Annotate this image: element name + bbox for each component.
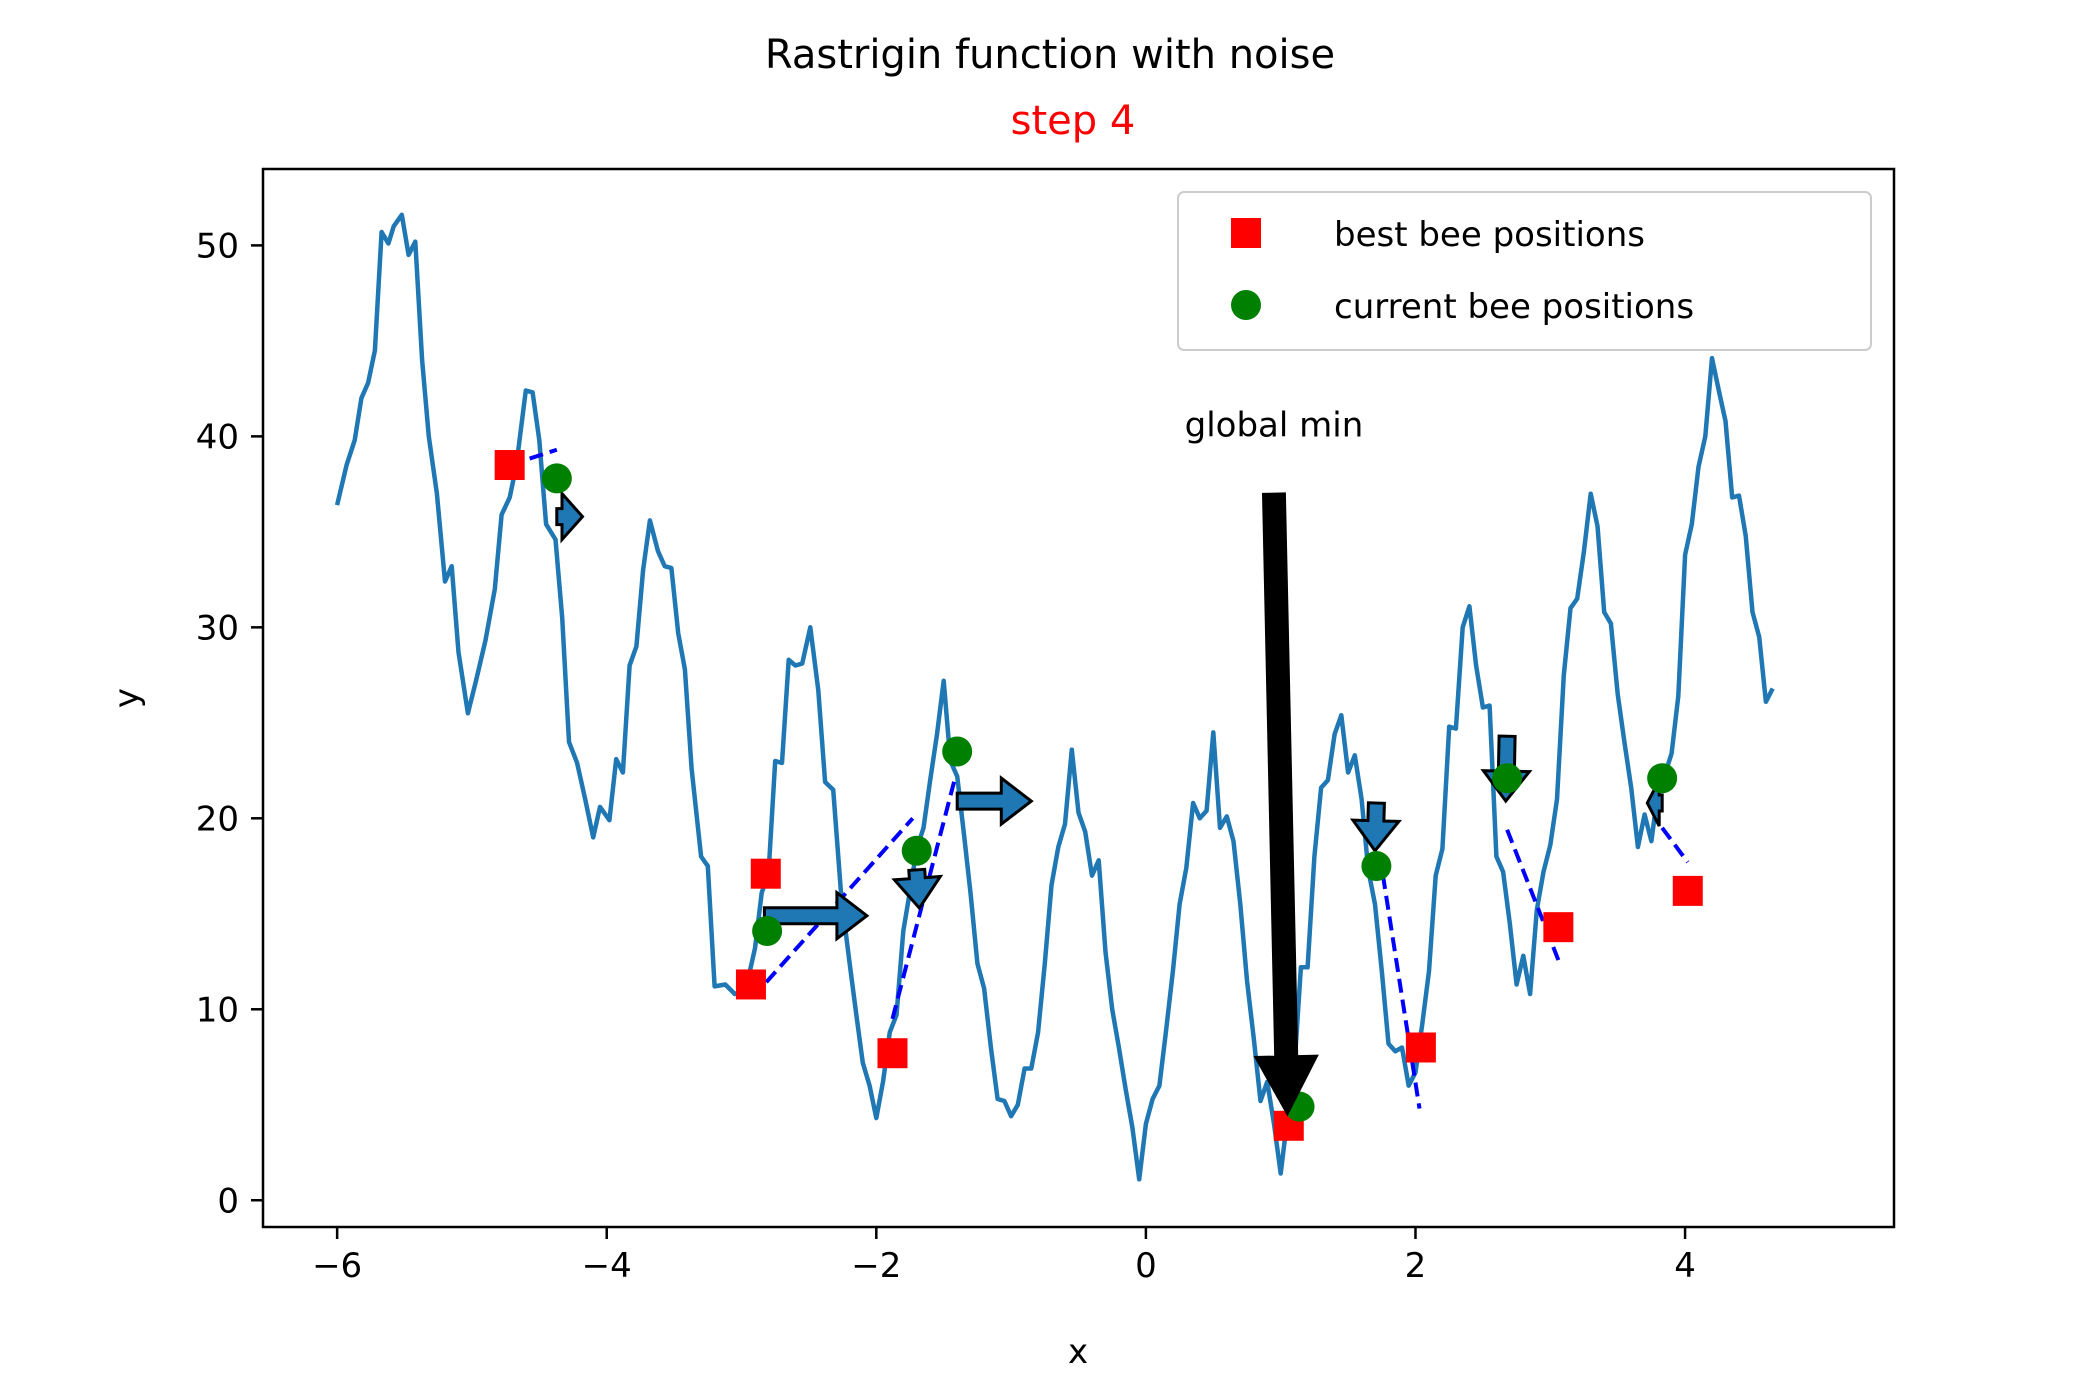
legend-frame — [1177, 191, 1872, 351]
legend-marker-current — [1231, 290, 1261, 320]
y-tick-label: 20 — [196, 799, 239, 839]
current-position-marker-4 — [942, 736, 973, 767]
y-axis: 0 10 20 30 40 50 — [196, 226, 263, 1221]
y-tick-label: 10 — [196, 990, 239, 1030]
x-tick-label: −6 — [312, 1246, 362, 1286]
current-position-marker-7 — [1492, 763, 1523, 794]
velocity-arrow-1 — [555, 489, 585, 544]
current-position-marker-8 — [1647, 763, 1678, 794]
velocity-arrow-5 — [1349, 801, 1402, 854]
x-tick-label: 2 — [1405, 1246, 1427, 1286]
y-tick-label: 30 — [196, 608, 239, 648]
best-position-marker-8 — [1672, 875, 1703, 906]
plot-area: global min — [334, 212, 1775, 1182]
best-position-marker-3 — [735, 969, 766, 1000]
x-tick-label: 4 — [1674, 1246, 1696, 1286]
current-position-marker-1 — [541, 463, 572, 494]
movement-link-4 — [1374, 833, 1422, 1109]
legend-label-best: best bee positions — [1334, 215, 1645, 255]
global-min-label: global min — [1185, 405, 1364, 445]
y-tick-label: 50 — [196, 226, 239, 266]
movement-link-2 — [750, 816, 915, 1000]
best-position-marker-7 — [1543, 912, 1574, 943]
y-tick-label: 0 — [217, 1181, 239, 1221]
best-position-marker-4 — [877, 1038, 908, 1069]
legend: best bee positions current bee positions — [1177, 191, 1872, 351]
x-axis: −6 −4 −2 0 2 4 — [312, 1227, 1696, 1286]
best-position-marker-2 — [750, 858, 781, 889]
current-position-marker-3 — [901, 835, 932, 866]
velocity-arrow-2 — [762, 889, 870, 942]
chart-title: Rastrigin function with noise — [765, 32, 1335, 78]
best-position-marker-6 — [1405, 1032, 1436, 1063]
legend-label-current: current bee positions — [1334, 287, 1694, 327]
current-position-marker-2 — [752, 915, 783, 946]
y-tick-label: 40 — [196, 417, 239, 457]
velocity-arrow-4 — [955, 775, 1034, 828]
velocity-arrow-3 — [891, 867, 944, 911]
y-axis-label: y — [107, 688, 147, 708]
x-tick-label: 0 — [1135, 1246, 1157, 1286]
x-tick-label: −4 — [582, 1246, 632, 1286]
global-min-arrow — [1253, 492, 1319, 1117]
function-curve — [334, 212, 1775, 1182]
current-position-marker-6 — [1361, 851, 1392, 882]
chart-subtitle: step 4 — [1011, 98, 1136, 144]
x-tick-label: −2 — [851, 1246, 901, 1286]
best-position-marker-1 — [494, 450, 525, 481]
axes-frame — [261, 167, 1896, 1229]
movement-link-5 — [1505, 829, 1562, 965]
movement-link-6 — [1660, 826, 1690, 864]
legend-marker-best — [1231, 218, 1261, 248]
x-axis-label: x — [1068, 1332, 1088, 1372]
